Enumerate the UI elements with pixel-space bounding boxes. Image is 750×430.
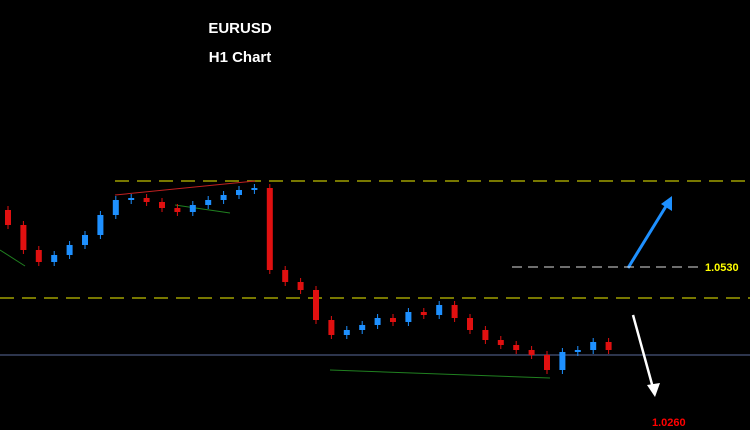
candle-body — [374, 318, 381, 325]
candle-body — [143, 198, 150, 202]
level-label: 1.0530 — [705, 262, 739, 274]
candle-body — [513, 345, 520, 350]
arrow-up — [626, 202, 670, 269]
candle-body — [128, 198, 135, 200]
candle-body — [467, 318, 473, 330]
candle-body — [20, 225, 27, 250]
candle-body — [559, 352, 566, 370]
candle-body — [205, 200, 212, 205]
candle-body — [35, 250, 42, 262]
candle-body — [343, 330, 350, 335]
arrow-head — [647, 383, 660, 397]
level-label: 1.0260 — [652, 417, 686, 429]
candle-body — [159, 202, 165, 208]
candle-body — [66, 245, 73, 255]
arrow-down — [631, 314, 655, 389]
candle-body — [482, 330, 489, 340]
candle-body — [328, 320, 335, 335]
candle-body — [313, 290, 319, 320]
candle-body — [236, 190, 242, 195]
candle-body — [436, 305, 443, 315]
candle-body — [5, 210, 11, 225]
candle-body — [528, 350, 535, 355]
candle-body — [189, 205, 196, 212]
candle-body — [51, 255, 58, 262]
candle-body — [359, 325, 366, 330]
candle-body — [544, 355, 550, 370]
candle-body — [405, 312, 412, 322]
candle-body — [266, 188, 273, 270]
arrow-head — [661, 196, 672, 211]
candle-body — [174, 208, 181, 212]
candle-body — [220, 195, 227, 200]
trend-line — [0, 249, 26, 267]
chart-title: EURUSD — [208, 20, 272, 37]
candle-body — [390, 318, 396, 322]
chart-subtitle: H1 Chart — [209, 49, 272, 66]
trend-line — [114, 180, 256, 196]
candle-body — [451, 305, 458, 318]
candle-body — [82, 235, 88, 245]
candle-body — [112, 200, 119, 215]
candle-body — [297, 282, 304, 290]
candle-body — [497, 340, 504, 345]
candle-body — [282, 270, 289, 282]
candle-body — [574, 350, 581, 352]
candle-body — [97, 215, 104, 235]
candle-body — [590, 342, 597, 350]
trend-line — [174, 204, 231, 214]
candle-body — [251, 188, 258, 190]
trend-line — [329, 369, 551, 379]
candle-body — [420, 312, 427, 315]
candle-body — [605, 342, 612, 350]
